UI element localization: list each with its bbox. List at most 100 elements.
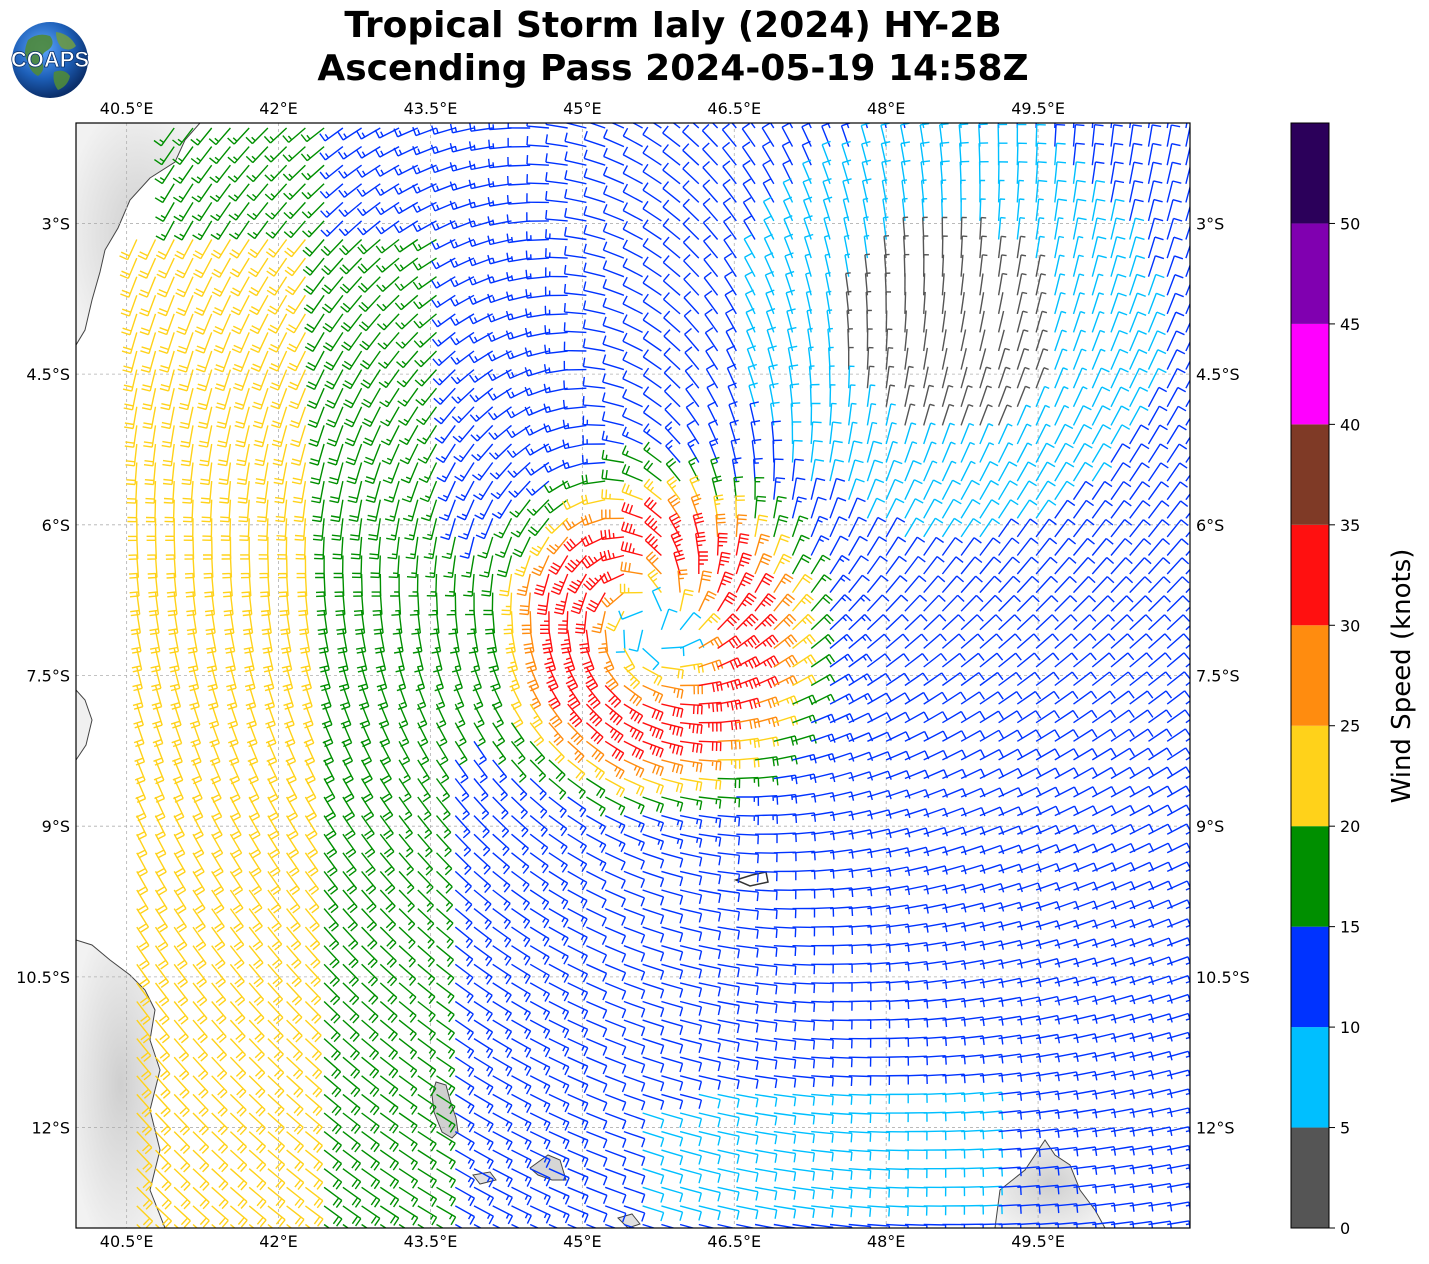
wind-barb [680, 703, 703, 715]
wind-barb [754, 1019, 778, 1032]
wind-barb [473, 796, 490, 820]
wind-barb [802, 177, 812, 203]
wind-barb [848, 848, 873, 859]
wind-barb [326, 425, 344, 447]
wind-barb [1091, 499, 1113, 519]
wind-barb [468, 369, 494, 383]
wind-barb [961, 1223, 984, 1228]
wind-barb [173, 889, 187, 914]
wind-barb [979, 1053, 1004, 1064]
wind-barb [173, 1112, 191, 1136]
wind-barb [997, 235, 1007, 259]
wind-barb [1073, 881, 1098, 891]
wind-barb [601, 411, 625, 427]
wind-barb [721, 123, 737, 148]
wind-barb [960, 826, 986, 836]
wind-barb [866, 440, 883, 463]
wind-barb [154, 1131, 172, 1155]
wind-barb [791, 593, 814, 612]
wind-barb [564, 555, 587, 573]
wind-barb [1148, 1201, 1173, 1212]
wind-barb [130, 592, 141, 617]
wind-barb [255, 462, 269, 485]
wind-barb [698, 1186, 721, 1202]
wind-barb [1035, 273, 1046, 296]
wind-barb [443, 555, 456, 578]
wind-barb [601, 509, 624, 520]
wind-barb [286, 1112, 304, 1135]
wind-barb [382, 462, 400, 484]
wind-barb [186, 611, 198, 635]
wind-barb [792, 982, 816, 994]
wind-barb [567, 815, 587, 836]
wind-barb [1185, 737, 1190, 742]
wind-barb [622, 258, 643, 278]
wind-barb [1073, 690, 1098, 705]
wind-barb [173, 945, 188, 970]
wind-barb [942, 1205, 966, 1215]
wind-barb [304, 1001, 322, 1024]
wind-barb [979, 633, 1003, 649]
wind-barb [923, 1130, 947, 1141]
wind-barb [735, 514, 747, 537]
wind-barb [704, 290, 719, 315]
wind-barb [698, 870, 722, 885]
wind-barb [358, 313, 381, 332]
wind-barb [256, 499, 269, 523]
wind-barb [192, 1038, 209, 1062]
wind-barb [306, 387, 325, 410]
wind-barb [1073, 1052, 1098, 1062]
wind-barb [192, 926, 207, 951]
wind-barb [773, 573, 794, 593]
wind-barb [623, 1186, 646, 1204]
wind-barb [717, 1093, 740, 1108]
wind-barb [1054, 1127, 1079, 1138]
wind-barb [1016, 385, 1031, 408]
wind-barb [388, 555, 400, 579]
wind-barb [398, 908, 416, 931]
wind-barb [361, 1093, 380, 1116]
wind-barb [136, 852, 148, 878]
wind-barb [136, 1019, 151, 1044]
wind-barb [601, 489, 624, 501]
wind-barb [736, 1223, 757, 1228]
wind-barb [1110, 500, 1132, 519]
wind-barb [473, 480, 494, 501]
wind-barb [525, 480, 550, 496]
wind-barb [207, 685, 219, 710]
wind-barb [529, 1130, 551, 1150]
wind-barb [1035, 442, 1055, 463]
wind-barb [1016, 404, 1031, 426]
wind-barb [454, 852, 472, 876]
wind-barb [417, 833, 433, 858]
wind-barb [1110, 652, 1135, 668]
wind-barb [1147, 123, 1150, 129]
wind-barb [711, 123, 719, 129]
wind-barb [323, 796, 337, 822]
wind-barb [171, 722, 183, 748]
wind-barb [679, 1168, 702, 1184]
wind-barb [979, 1016, 1004, 1026]
wind-barb [1148, 671, 1172, 687]
wind-barb [355, 629, 367, 654]
wind-barb [586, 926, 607, 945]
wind-barb [492, 908, 511, 930]
wind-barb [867, 1130, 891, 1142]
wind-barb [904, 1055, 928, 1066]
wind-barb [1185, 359, 1190, 370]
wind-barb [1110, 1164, 1135, 1175]
wind-barb [1147, 538, 1171, 556]
wind-barb [136, 1168, 153, 1192]
wind-barb [136, 1149, 153, 1173]
wind-barb [811, 811, 836, 822]
wind-barb [604, 852, 626, 871]
wind-barb [265, 703, 276, 729]
wind-barb [642, 1000, 665, 1018]
wind-barb [623, 870, 646, 889]
wind-barb [548, 722, 564, 746]
wind-barb [717, 1000, 740, 1015]
lat-tick-label-left: 10.5°S [16, 968, 70, 987]
wind-barb [723, 215, 737, 240]
wind-barb [602, 279, 625, 296]
wind-barb [602, 185, 625, 204]
